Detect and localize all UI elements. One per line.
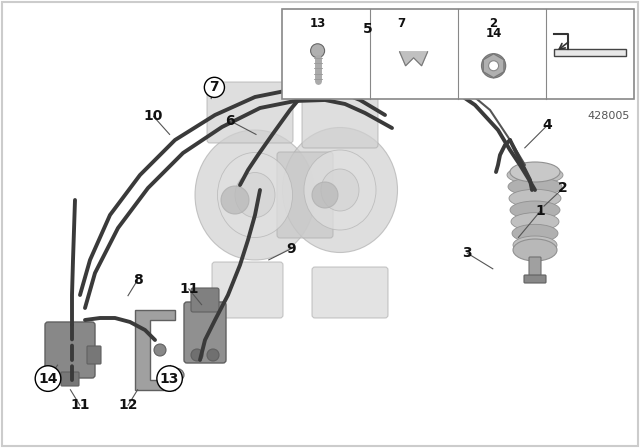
Ellipse shape: [282, 128, 397, 253]
Text: 11: 11: [179, 282, 198, 296]
FancyBboxPatch shape: [184, 302, 226, 363]
Circle shape: [221, 186, 249, 214]
Text: 6: 6: [225, 114, 236, 128]
Text: 4: 4: [542, 118, 552, 133]
Ellipse shape: [507, 166, 563, 184]
Circle shape: [312, 182, 338, 208]
Ellipse shape: [513, 239, 557, 261]
Ellipse shape: [304, 150, 376, 230]
Polygon shape: [135, 310, 175, 390]
Polygon shape: [554, 49, 626, 56]
Ellipse shape: [511, 213, 559, 231]
FancyBboxPatch shape: [191, 288, 219, 312]
FancyBboxPatch shape: [524, 275, 546, 283]
Circle shape: [207, 349, 219, 361]
Text: 8: 8: [132, 273, 143, 287]
Text: 7: 7: [397, 17, 406, 30]
Polygon shape: [399, 52, 428, 66]
Text: 3: 3: [462, 246, 472, 260]
FancyBboxPatch shape: [45, 322, 95, 378]
Text: 5: 5: [363, 22, 373, 36]
FancyBboxPatch shape: [212, 262, 283, 318]
Text: 1: 1: [536, 203, 546, 218]
Circle shape: [310, 44, 324, 58]
Text: 2: 2: [558, 181, 568, 195]
Text: 2: 2: [490, 17, 498, 30]
Ellipse shape: [235, 172, 275, 217]
Text: 428005: 428005: [588, 111, 630, 121]
Text: 9: 9: [286, 241, 296, 256]
Ellipse shape: [166, 368, 184, 382]
Text: 12: 12: [118, 398, 138, 413]
Circle shape: [488, 61, 499, 71]
Ellipse shape: [321, 169, 359, 211]
Polygon shape: [483, 54, 504, 78]
FancyBboxPatch shape: [312, 267, 388, 318]
Ellipse shape: [218, 152, 292, 237]
FancyBboxPatch shape: [277, 152, 333, 238]
Text: 14: 14: [485, 27, 502, 40]
Circle shape: [482, 54, 506, 78]
Text: 10: 10: [144, 109, 163, 124]
FancyBboxPatch shape: [61, 372, 79, 386]
FancyBboxPatch shape: [529, 257, 541, 279]
Ellipse shape: [509, 190, 561, 207]
FancyBboxPatch shape: [302, 92, 378, 148]
Ellipse shape: [510, 162, 560, 182]
Ellipse shape: [510, 201, 560, 219]
Text: 11: 11: [70, 398, 90, 413]
Text: 14: 14: [38, 371, 58, 386]
Circle shape: [191, 349, 203, 361]
Ellipse shape: [513, 236, 557, 254]
Text: 13: 13: [310, 17, 326, 30]
Circle shape: [154, 344, 166, 356]
Text: 13: 13: [160, 371, 179, 386]
FancyBboxPatch shape: [87, 346, 101, 364]
Bar: [282, 9, 634, 99]
Text: 7: 7: [209, 80, 220, 95]
Ellipse shape: [195, 130, 315, 260]
FancyBboxPatch shape: [207, 82, 293, 143]
Ellipse shape: [508, 178, 562, 196]
Ellipse shape: [512, 224, 558, 242]
